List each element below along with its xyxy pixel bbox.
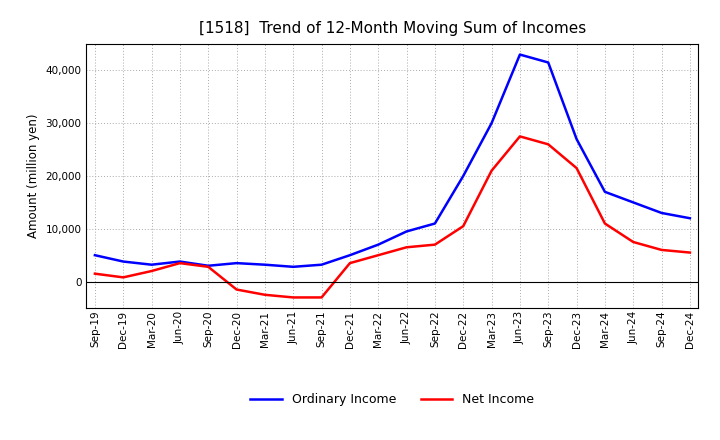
Ordinary Income xyxy=(233,260,241,266)
Ordinary Income xyxy=(374,242,382,247)
Ordinary Income xyxy=(91,253,99,258)
Ordinary Income xyxy=(431,221,439,226)
Ordinary Income xyxy=(148,262,156,268)
Net Income xyxy=(629,239,637,245)
Net Income xyxy=(176,260,184,266)
Ordinary Income xyxy=(402,229,411,234)
Net Income xyxy=(261,292,269,297)
Ordinary Income xyxy=(346,253,354,258)
Net Income xyxy=(318,295,326,300)
Ordinary Income xyxy=(572,136,581,142)
Title: [1518]  Trend of 12-Month Moving Sum of Incomes: [1518] Trend of 12-Month Moving Sum of I… xyxy=(199,21,586,36)
Net Income xyxy=(204,264,212,269)
Legend: Ordinary Income, Net Income: Ordinary Income, Net Income xyxy=(246,388,539,411)
Ordinary Income xyxy=(459,173,467,179)
Ordinary Income xyxy=(204,263,212,268)
Net Income xyxy=(685,250,694,255)
Ordinary Income xyxy=(119,259,127,264)
Ordinary Income xyxy=(544,60,552,65)
Net Income xyxy=(544,142,552,147)
Net Income xyxy=(148,268,156,274)
Ordinary Income xyxy=(176,259,184,264)
Net Income xyxy=(516,134,524,139)
Ordinary Income xyxy=(487,121,496,126)
Net Income xyxy=(402,245,411,250)
Net Income xyxy=(600,221,609,226)
Net Income xyxy=(119,275,127,280)
Net Income xyxy=(233,287,241,292)
Ordinary Income xyxy=(629,200,637,205)
Ordinary Income xyxy=(516,52,524,57)
Net Income xyxy=(374,253,382,258)
Line: Ordinary Income: Ordinary Income xyxy=(95,55,690,267)
Ordinary Income xyxy=(318,262,326,268)
Y-axis label: Amount (million yen): Amount (million yen) xyxy=(27,114,40,238)
Ordinary Income xyxy=(289,264,297,269)
Ordinary Income xyxy=(261,262,269,268)
Net Income xyxy=(289,295,297,300)
Net Income xyxy=(346,260,354,266)
Ordinary Income xyxy=(657,210,666,216)
Net Income xyxy=(572,165,581,171)
Line: Net Income: Net Income xyxy=(95,136,690,297)
Net Income xyxy=(91,271,99,276)
Net Income xyxy=(657,247,666,253)
Ordinary Income xyxy=(600,189,609,194)
Net Income xyxy=(487,168,496,173)
Net Income xyxy=(431,242,439,247)
Net Income xyxy=(459,224,467,229)
Ordinary Income xyxy=(685,216,694,221)
